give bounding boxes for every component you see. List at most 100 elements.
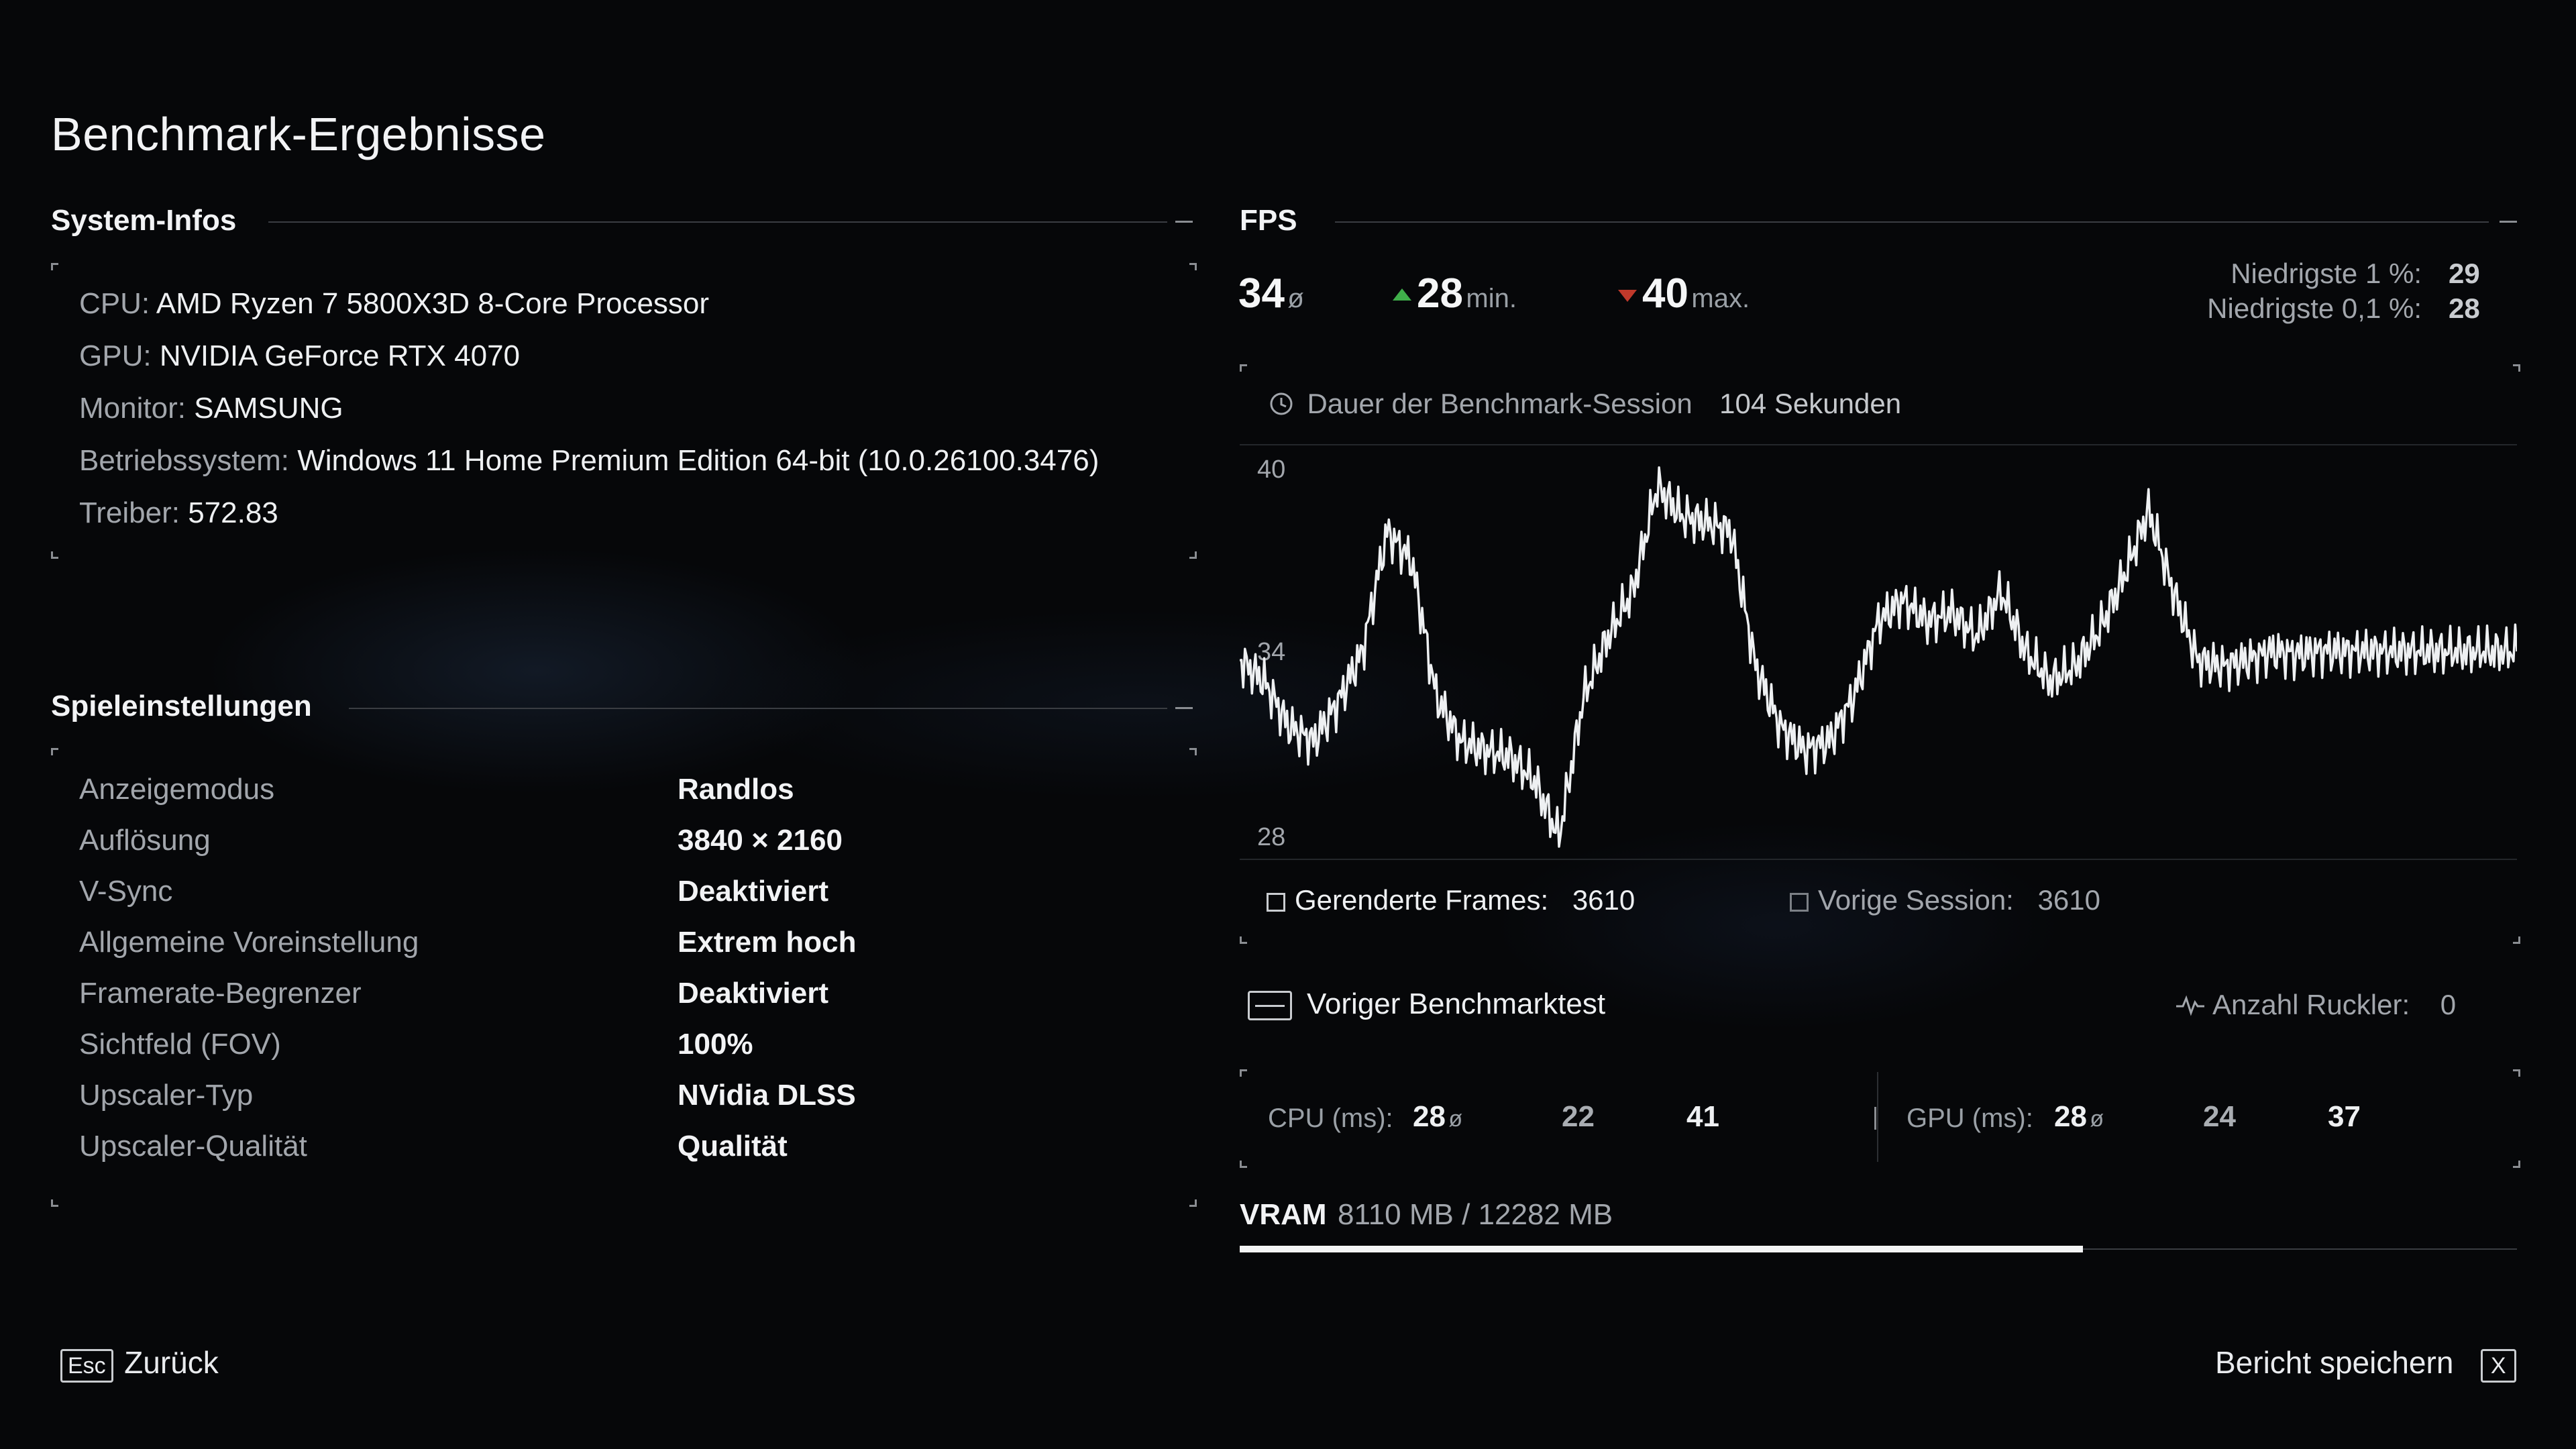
monitor-value: SAMSUNG	[194, 392, 343, 425]
y-tick-label-40: 40	[1257, 455, 1285, 484]
previous-benchmark-toggle[interactable]: Voriger Benchmarktest	[1248, 987, 1605, 1021]
setting-key-fov: Sichtfeld (FOV)	[79, 1028, 281, 1061]
low01-label: Niedrigste 0,1 %:	[2207, 292, 2422, 324]
save-report-label: Bericht speichern	[2215, 1345, 2454, 1380]
setting-value-upscaler-type: NVidia DLSS	[678, 1079, 856, 1112]
previous-session-value: 3610	[2037, 884, 2100, 916]
low01-value: 28	[2449, 292, 2480, 324]
fps-min-unit: min.	[1466, 284, 1517, 313]
setting-value-vsync: Deaktiviert	[678, 875, 829, 908]
y-tick-label-34: 34	[1257, 638, 1285, 666]
stutter-label: Anzahl Ruckler:	[2212, 989, 2410, 1020]
system-info-row-gpu: GPU: NVIDIA GeForce RTX 4070	[79, 339, 520, 373]
system-info-divider	[268, 221, 1167, 223]
previous-session-frames: Vorige Session: 3610	[1790, 884, 2100, 916]
rendered-frames: Gerenderte Frames: 3610	[1267, 884, 1635, 916]
benchmark-icon	[1248, 991, 1292, 1020]
vram-bar-fill	[1240, 1246, 2083, 1252]
os-key: Betriebssystem:	[79, 444, 289, 477]
chart-bottom-line	[1240, 859, 2517, 860]
gpu-ms-min: 24	[2203, 1100, 2236, 1133]
gpu-ms-avg-unit: ø	[2090, 1106, 2104, 1132]
fps-average: 34 ø	[1238, 270, 1304, 317]
fps-heading: FPS	[1240, 204, 1297, 237]
setting-key-preset: Allgemeine Voreinstellung	[79, 926, 419, 959]
fps-max-unit: max.	[1691, 284, 1750, 313]
session-duration-label: Dauer der Benchmark-Session	[1307, 388, 1693, 419]
cpu-ms-avg: 28 ø	[1413, 1100, 1462, 1134]
cpu-ms-avg-unit: ø	[1448, 1106, 1463, 1132]
back-button[interactable]: Esc Zurück	[60, 1344, 219, 1383]
system-info-heading: System-Infos	[51, 204, 237, 237]
rendered-frames-checkbox[interactable]	[1267, 893, 1285, 912]
rendered-frames-label: Gerenderte Frames:	[1295, 884, 1549, 916]
fps-minimum: 28 min.	[1393, 270, 1517, 317]
cpu-key: CPU:	[79, 287, 150, 320]
y-tick-label-28: 28	[1257, 823, 1285, 851]
save-report-button[interactable]: Bericht speichern X	[2215, 1344, 2516, 1383]
setting-value-preset: Extrem hoch	[678, 926, 857, 959]
session-duration: Dauer der Benchmark-Session 104 Sekunden	[1268, 388, 1901, 420]
system-info-row-os: Betriebssystem: Windows 11 Home Premium …	[79, 444, 1099, 478]
vram-readout: VRAM 8110 MB / 12282 MB	[1240, 1198, 1613, 1232]
fps-maximum: 40 max.	[1618, 270, 1750, 317]
setting-value-resolution: 3840 × 2160	[678, 824, 843, 857]
cpu-value: AMD Ryzen 7 5800X3D 8-Core Processor	[156, 287, 710, 320]
arrow-up-icon	[1393, 288, 1411, 301]
system-info-row-driver: Treiber: 572.83	[79, 496, 278, 530]
vram-bar	[1240, 1246, 2517, 1252]
page-title: Benchmark-Ergebnisse	[51, 108, 546, 160]
driver-value: 572.83	[188, 496, 278, 529]
setting-key-display-mode: Anzeigemodus	[79, 773, 275, 806]
cpu-ms-avg-value: 28	[1413, 1100, 1446, 1133]
session-duration-value: 104 Sekunden	[1719, 388, 1902, 419]
x-key-icon: X	[2480, 1349, 2516, 1383]
system-info-row-monitor: Monitor: SAMSUNG	[79, 392, 343, 425]
monitor-key: Monitor:	[79, 392, 186, 425]
vram-label: VRAM	[1240, 1198, 1327, 1231]
game-settings-divider-end	[1175, 707, 1193, 709]
previous-benchmark-label: Voriger Benchmarktest	[1307, 987, 1606, 1020]
previous-session-checkbox[interactable]	[1790, 893, 1809, 912]
game-settings-heading: Spieleinstellungen	[51, 690, 312, 722]
previous-session-label: Vorige Session:	[1818, 884, 2014, 916]
setting-value-fov: 100%	[678, 1028, 753, 1061]
setting-key-vsync: V-Sync	[79, 875, 173, 908]
setting-key-framerate-limiter: Framerate-Begrenzer	[79, 977, 362, 1010]
cpu-ms-min: 22	[1562, 1100, 1595, 1133]
setting-key-resolution: Auflösung	[79, 824, 211, 857]
gpu-ms-avg-value: 28	[2054, 1100, 2087, 1133]
timing-divider	[1877, 1072, 1878, 1162]
low1-label: Niedrigste 1 %:	[2231, 258, 2422, 289]
system-info-divider-end	[1175, 221, 1193, 223]
gpu-ms-max: 37	[2328, 1100, 2361, 1133]
fps-avg-unit: ø	[1287, 284, 1304, 313]
chart-top-line	[1240, 444, 2517, 445]
clock-icon	[1270, 392, 1293, 415]
setting-key-upscaler-type: Upscaler-Typ	[79, 1079, 254, 1112]
gpu-key: GPU:	[79, 339, 152, 372]
game-settings-divider	[349, 708, 1167, 709]
low1-value: 29	[2449, 258, 2480, 289]
fps-max-value: 40	[1642, 270, 1688, 317]
back-label: Zurück	[124, 1345, 219, 1380]
gpu-ms-label: GPU (ms):	[1907, 1104, 2033, 1133]
setting-value-upscaler-quality: Qualität	[678, 1130, 788, 1163]
system-info-row-cpu: CPU: AMD Ryzen 7 5800X3D 8-Core Processo…	[79, 287, 709, 321]
arrow-down-icon	[1618, 290, 1637, 302]
timing-separator-mark	[1874, 1107, 1876, 1130]
setting-value-framerate-limiter: Deaktiviert	[678, 977, 829, 1010]
driver-key: Treiber:	[79, 496, 180, 529]
cpu-ms-max: 41	[1686, 1100, 1719, 1133]
cpu-ms-label: CPU (ms):	[1268, 1104, 1393, 1133]
fps-min-value: 28	[1417, 270, 1463, 317]
stutter-icon	[2176, 995, 2204, 1016]
gpu-ms-avg: 28 ø	[2054, 1100, 2104, 1134]
fps-avg-value: 34	[1238, 270, 1285, 317]
fps-divider-end	[2500, 221, 2517, 223]
gpu-value: NVIDIA GeForce RTX 4070	[159, 339, 521, 372]
vram-value: 8110 MB / 12282 MB	[1338, 1198, 1613, 1231]
setting-key-upscaler-quality: Upscaler-Qualität	[79, 1130, 307, 1163]
fps-line-chart: 40 34 28	[1240, 455, 2517, 851]
stutter-value: 0	[2440, 989, 2457, 1020]
